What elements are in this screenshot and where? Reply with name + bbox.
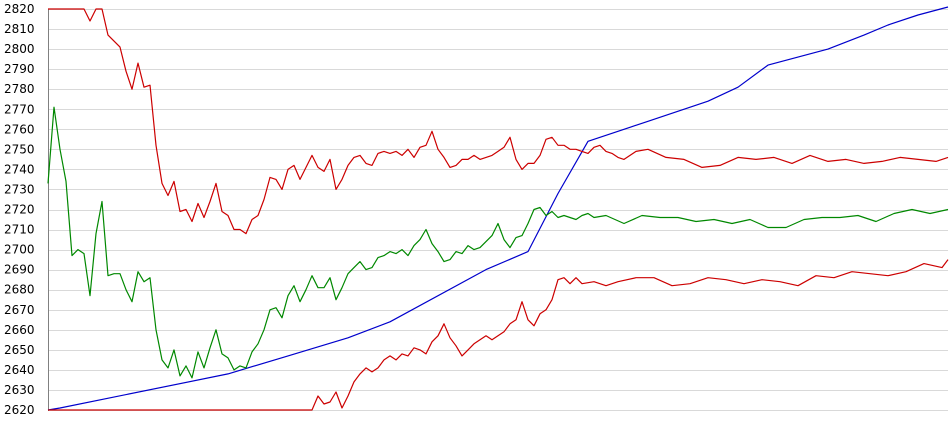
- y-tick-label: 2720: [4, 203, 35, 217]
- y-tick-label: 2810: [4, 22, 35, 36]
- series-line-3: [47, 106, 949, 379]
- y-tick-label: 2800: [4, 42, 35, 56]
- grid-layer: [48, 9, 948, 411]
- series-line-4: [48, 259, 949, 411]
- y-tick-label: 2620: [4, 403, 35, 417]
- y-tick-label: 2820: [4, 2, 35, 16]
- series-line-2: [48, 8, 949, 235]
- y-tick-label: 2660: [4, 323, 35, 337]
- y-tick-label: 2740: [4, 162, 35, 176]
- y-tick-label: 2780: [4, 82, 35, 96]
- y-tick-label: 2680: [4, 283, 35, 297]
- y-tick-label: 2650: [4, 343, 35, 357]
- y-tick-label: 2770: [4, 102, 35, 116]
- y-tick-label: 2730: [4, 182, 35, 196]
- y-tick-label: 2700: [4, 243, 35, 257]
- y-tick-label: 2690: [4, 263, 35, 277]
- y-tick-label: 2750: [4, 142, 35, 156]
- y-tick-label: 2630: [4, 383, 35, 397]
- y-tick-label: 2670: [4, 303, 35, 317]
- series-line-1: [47, 6, 949, 411]
- y-tick-labels: 2620 2630 2640 2650 2660 2670 2680 2690 2700 2710…: [4, 2, 35, 417]
- y-tick-label: 2640: [4, 363, 35, 377]
- series-layer: [47, 6, 949, 411]
- y-tick-label: 2710: [4, 223, 35, 237]
- y-tick-label: 2790: [4, 62, 35, 76]
- y-tick-label: 2760: [4, 122, 35, 136]
